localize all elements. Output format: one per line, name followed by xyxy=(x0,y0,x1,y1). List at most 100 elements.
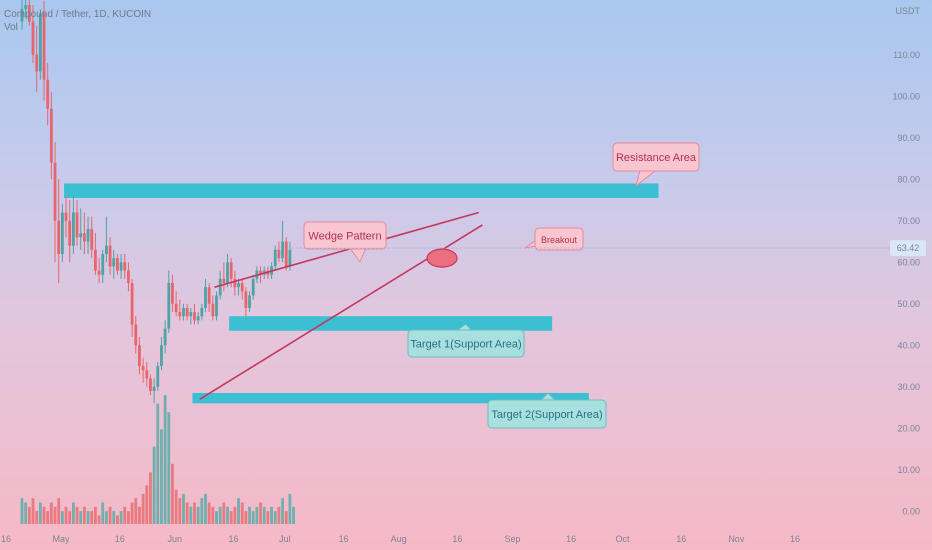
candle-body xyxy=(94,249,97,271)
candles xyxy=(20,0,292,404)
candle-body xyxy=(244,291,248,308)
candle xyxy=(42,0,46,101)
candle xyxy=(24,0,28,18)
volume-bar xyxy=(90,511,94,524)
candle-body xyxy=(24,5,28,10)
x-tick-label: 16 xyxy=(452,534,462,544)
volume-bar xyxy=(167,412,171,524)
candle-body xyxy=(174,303,178,313)
candle-body xyxy=(127,270,130,284)
candle-body xyxy=(112,258,116,267)
volume-bar xyxy=(68,511,72,524)
volume-bar xyxy=(174,489,178,524)
wedge-callout-box xyxy=(303,221,387,250)
candle-body xyxy=(281,241,284,259)
candle xyxy=(152,378,156,404)
x-tick-label: May xyxy=(53,534,71,544)
y-tick-label: 60.00 xyxy=(897,257,920,267)
last-price-label: 63.42 xyxy=(897,243,920,253)
candle xyxy=(27,0,31,26)
volume-bar xyxy=(222,502,226,524)
volume-bar xyxy=(35,511,39,524)
candle-body xyxy=(46,79,50,109)
candle xyxy=(64,195,68,238)
breakout-callout-text: Breakout xyxy=(541,235,578,245)
volume-bar xyxy=(156,403,160,524)
candle xyxy=(119,253,123,279)
candle xyxy=(196,312,200,325)
candle-body xyxy=(156,366,160,387)
candle-body xyxy=(138,345,141,367)
volume-bar xyxy=(57,498,61,524)
candle xyxy=(20,0,24,30)
y-tick-label: 110.00 xyxy=(893,50,920,60)
target2-callout-box xyxy=(487,399,607,429)
candle-body xyxy=(38,13,42,72)
candle xyxy=(174,291,178,317)
resistance-zone xyxy=(64,183,659,198)
volume-bar xyxy=(196,506,200,524)
candle-body xyxy=(42,13,46,80)
candle-body xyxy=(189,312,193,317)
candle-body xyxy=(226,262,229,284)
x-tick-label: 16 xyxy=(676,534,686,544)
candle xyxy=(156,361,160,391)
volume-bar xyxy=(244,511,248,524)
y-tick-label: 70.00 xyxy=(897,216,920,226)
candle xyxy=(97,258,101,284)
volume-bar xyxy=(204,493,207,524)
candle-body xyxy=(240,283,244,292)
volume-bar xyxy=(237,498,240,524)
candle xyxy=(94,233,97,275)
volume-bar xyxy=(207,502,211,524)
target1-callout-box xyxy=(407,329,525,358)
candle xyxy=(222,262,226,292)
volume-bar xyxy=(229,511,233,524)
candle-body xyxy=(196,316,200,321)
candle-body xyxy=(259,270,262,275)
volume-bar xyxy=(189,506,193,524)
volume-bar xyxy=(20,498,24,524)
candle xyxy=(123,253,127,279)
candle-body xyxy=(160,345,163,367)
candle-body xyxy=(68,220,72,246)
y-tick-label: 10.00 xyxy=(897,465,920,475)
volume-bar xyxy=(97,515,101,524)
candle xyxy=(35,25,39,93)
volume-bar xyxy=(277,506,281,524)
candle xyxy=(86,216,90,254)
candle xyxy=(215,291,218,321)
resistance-callout: Resistance Area xyxy=(612,142,700,188)
candle xyxy=(75,200,79,246)
candle-body xyxy=(101,253,105,275)
breakout-callout: Breakout xyxy=(524,227,584,251)
volume-bar xyxy=(82,506,86,524)
last-price-tag xyxy=(890,240,926,257)
volume-bar xyxy=(71,502,75,524)
volume-bar xyxy=(53,506,57,524)
y-tick-label: 0.00 xyxy=(902,506,920,516)
candle-body xyxy=(53,162,57,221)
wedge-callout-pointer xyxy=(349,247,367,264)
target1-zone xyxy=(229,316,553,331)
candle-body xyxy=(86,229,90,242)
candle xyxy=(116,253,119,275)
candle xyxy=(248,291,251,313)
y-tick-label: 30.00 xyxy=(897,382,920,392)
symbol-title[interactable]: Compound / Tether, 1D, KUCOIN xyxy=(4,9,152,20)
candle-body xyxy=(152,386,156,391)
candle xyxy=(233,270,237,296)
volume-bar xyxy=(101,502,105,524)
volume-bar xyxy=(218,506,222,524)
candle-body xyxy=(49,108,53,163)
volume-bar xyxy=(127,511,130,524)
volume-bar xyxy=(108,506,112,524)
candle-body xyxy=(60,212,64,254)
candle-body xyxy=(251,278,255,296)
candle-body xyxy=(207,287,211,304)
candle-body xyxy=(134,324,138,346)
volume-bar xyxy=(255,506,259,524)
volume-bar xyxy=(226,506,229,524)
candle xyxy=(273,245,277,271)
candle-body xyxy=(204,287,207,308)
